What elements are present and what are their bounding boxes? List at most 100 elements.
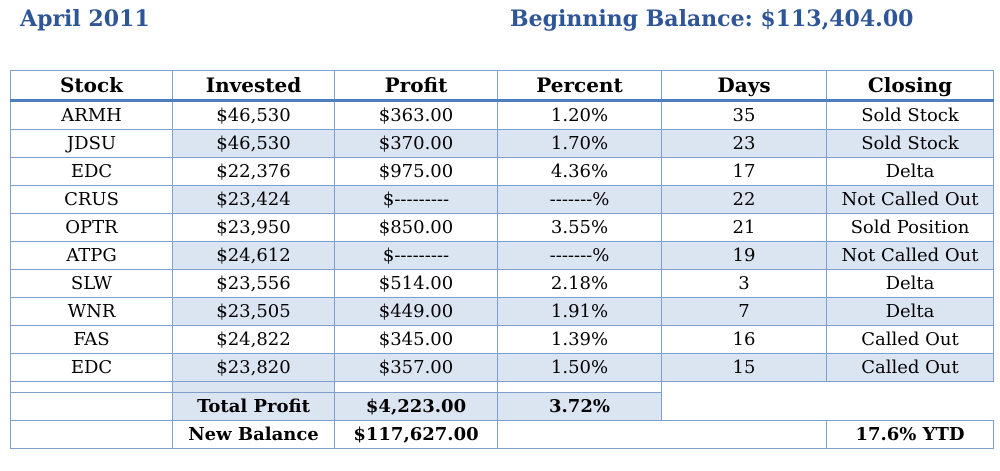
table-row: EDC $23,820 $357.00 1.50% 15 Called Out: [10, 353, 994, 382]
new-balance-row: New Balance $117,627.00 17.6% YTD: [10, 420, 994, 449]
cell-profit: $---------: [334, 241, 498, 270]
cell-days: 16: [661, 325, 827, 354]
cell-days: 17: [661, 157, 827, 186]
cell-stock: FAS: [10, 325, 173, 354]
cell-closing: Called Out: [826, 325, 994, 354]
cell-invested: $46,530: [172, 129, 335, 158]
cell-days: 21: [661, 213, 827, 242]
cell-profit: $850.00: [334, 213, 498, 242]
table-header-row: Stock Invested Profit Percent Days Closi…: [10, 70, 994, 102]
cell-closing: Delta: [826, 297, 994, 326]
report-month-title: April 2011: [20, 6, 150, 32]
summary-blank-cell: [661, 392, 827, 421]
cell-closing: Delta: [826, 157, 994, 186]
cell-stock: EDC: [10, 353, 173, 382]
cell-days: 35: [661, 100, 827, 130]
cell-stock: SLW: [10, 269, 173, 298]
cell-percent: 1.91%: [497, 297, 662, 326]
cell-percent: 3.55%: [497, 213, 662, 242]
column-header-closing: Closing: [826, 70, 994, 102]
column-header-days: Days: [661, 70, 827, 102]
total-percent: 3.72%: [497, 392, 662, 421]
cell-profit: $357.00: [334, 353, 498, 382]
summary-blank-cell: [10, 392, 173, 421]
cell-profit: $449.00: [334, 297, 498, 326]
cell-stock: WNR: [10, 297, 173, 326]
total-profit-value: $4,223.00: [334, 392, 498, 421]
table-row: SLW $23,556 $514.00 2.18% 3 Delta: [10, 269, 994, 298]
cell-stock: OPTR: [10, 213, 173, 242]
new-balance-label: New Balance: [172, 420, 335, 449]
cell-closing: Delta: [826, 269, 994, 298]
cell-stock: CRUS: [10, 185, 173, 214]
cell-percent: 1.39%: [497, 325, 662, 354]
spacer-cell: [334, 381, 498, 393]
cell-invested: $23,505: [172, 297, 335, 326]
column-header-stock: Stock: [10, 70, 173, 102]
cell-profit: $975.00: [334, 157, 498, 186]
cell-invested: $24,822: [172, 325, 335, 354]
summary-blank-cell: [10, 420, 173, 449]
summary-blank-cell: [497, 420, 827, 449]
trades-table: Stock Invested Profit Percent Days Closi…: [10, 70, 994, 449]
cell-days: 19: [661, 241, 827, 270]
spacer-cell: [497, 381, 662, 393]
column-header-percent: Percent: [497, 70, 662, 102]
summary-blank-cell: [827, 393, 994, 421]
cell-percent: 1.50%: [497, 353, 662, 382]
cell-closing: Not Called Out: [826, 185, 994, 214]
new-balance-value: $117,627.00: [334, 420, 498, 449]
cell-percent: 1.70%: [497, 129, 662, 158]
cell-profit: $---------: [334, 185, 498, 214]
column-header-invested: Invested: [172, 70, 335, 102]
cell-invested: $24,612: [172, 241, 335, 270]
cell-invested: $23,950: [172, 213, 335, 242]
cell-stock: ATPG: [10, 241, 173, 270]
cell-days: 7: [661, 297, 827, 326]
cell-percent: -------%: [497, 241, 662, 270]
table-row: ARMH $46,530 $363.00 1.20% 35 Sold Stock: [10, 100, 994, 130]
cell-percent: 2.18%: [497, 269, 662, 298]
beginning-balance: Beginning Balance: $113,404.00: [510, 6, 914, 32]
cell-percent: 4.36%: [497, 157, 662, 186]
spacer-row: [10, 381, 994, 393]
cell-days: 22: [661, 185, 827, 214]
spacer-cell: [661, 381, 827, 393]
cell-profit: $370.00: [334, 129, 498, 158]
table-row: FAS $24,822 $345.00 1.39% 16 Called Out: [10, 325, 994, 354]
table-row: JDSU $46,530 $370.00 1.70% 23 Sold Stock: [10, 129, 994, 158]
cell-stock: EDC: [10, 157, 173, 186]
cell-days: 15: [661, 353, 827, 382]
cell-invested: $22,376: [172, 157, 335, 186]
cell-invested: $23,424: [172, 185, 335, 214]
cell-invested: $23,820: [172, 353, 335, 382]
table-row: CRUS $23,424 $--------- -------% 22 Not …: [10, 185, 994, 214]
spacer-cell: [172, 381, 335, 393]
cell-closing: Sold Stock: [826, 100, 994, 130]
cell-profit: $345.00: [334, 325, 498, 354]
cell-percent: 1.20%: [497, 100, 662, 130]
cell-stock: JDSU: [10, 129, 173, 158]
cell-closing: Sold Position: [826, 213, 994, 242]
cell-stock: ARMH: [10, 100, 173, 130]
cell-profit: $514.00: [334, 269, 498, 298]
cell-percent: -------%: [497, 185, 662, 214]
table-row: WNR $23,505 $449.00 1.91% 7 Delta: [10, 297, 994, 326]
spacer-cell: [827, 382, 994, 393]
cell-invested: $23,556: [172, 269, 335, 298]
cell-profit: $363.00: [334, 100, 498, 130]
table-row: ATPG $24,612 $--------- -------% 19 Not …: [10, 241, 994, 270]
table-row: EDC $22,376 $975.00 4.36% 17 Delta: [10, 157, 994, 186]
column-header-profit: Profit: [334, 70, 498, 102]
total-profit-label: Total Profit: [172, 392, 335, 421]
spacer-cell: [10, 381, 173, 393]
cell-days: 3: [661, 269, 827, 298]
cell-closing: Called Out: [826, 353, 994, 382]
cell-days: 23: [661, 129, 827, 158]
ytd-value: 17.6% YTD: [826, 420, 994, 449]
cell-invested: $46,530: [172, 100, 335, 130]
cell-closing: Not Called Out: [826, 241, 994, 270]
cell-closing: Sold Stock: [826, 129, 994, 158]
total-profit-row: Total Profit $4,223.00 3.72%: [10, 392, 994, 421]
table-row: OPTR $23,950 $850.00 3.55% 21 Sold Posit…: [10, 213, 994, 242]
